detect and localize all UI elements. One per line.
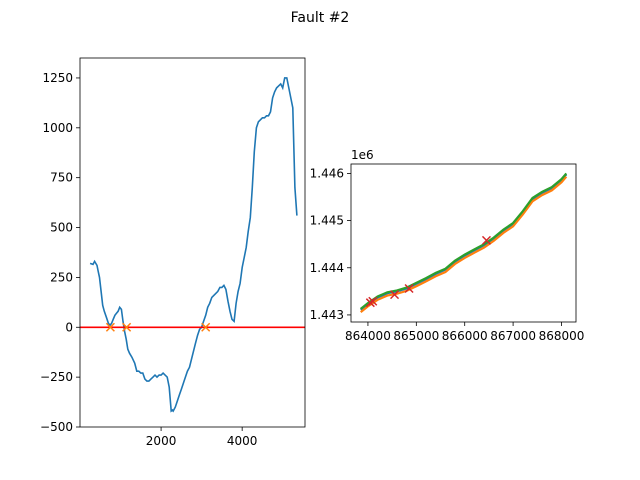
figure-title: Fault #2 [291,10,350,26]
data-series-line [89,77,298,413]
x-tick-label: 866000 [442,329,488,343]
y-tick-label: 750 [50,171,73,185]
x-tick-label: 4000 [227,434,258,448]
y-tick-label: 1.443 [310,308,344,322]
y-tick-label: 1.444 [310,261,344,275]
left-plot: 2000 4000 −500 −250 0 250 500 750 1000 1250 [40,57,306,448]
right-plot: 864000 865000 866000 867000 868000 1.443 1.444… [310,148,585,343]
trace-marker [368,296,378,306]
zero-crossing-marker [122,322,132,332]
x-tick-label: 2000 [146,434,177,448]
plot-frame [79,57,306,428]
y-tick-label: −250 [40,370,73,384]
y-tick-label: 1.445 [310,214,344,228]
y-tick-label: 500 [50,221,73,235]
x-tick-label: 867000 [490,329,536,343]
y-tick-label: −500 [40,420,73,434]
zero-crossing-marker [105,322,115,332]
x-tick-label: 864000 [345,329,391,343]
y-tick-label: 1.446 [310,166,344,180]
y-tick-label: 250 [50,270,73,284]
y-offset-label: 1e6 [351,148,374,162]
x-tick-label: 868000 [539,329,585,343]
zero-crossing-marker [201,322,211,332]
plot-frame [350,163,577,323]
x-tick-label: 865000 [393,329,439,343]
y-tick-label: 1000 [42,121,73,135]
trace-marker [390,290,400,300]
trace-line [360,172,568,310]
trace-marker [481,235,492,245]
y-tick-label: 1250 [42,71,73,85]
trace-marker [404,283,414,294]
y-tick-label: 0 [65,320,73,334]
